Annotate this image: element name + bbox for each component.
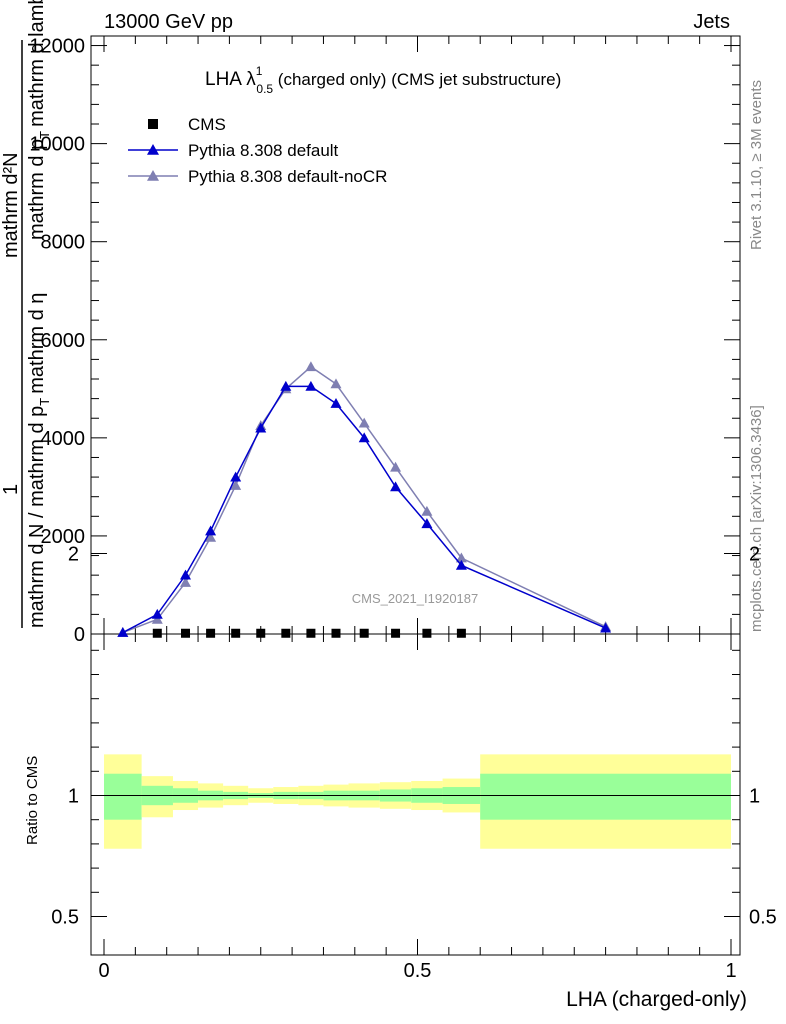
header-left: 13000 GeV pp — [104, 11, 233, 33]
ylabel-den-main: mathrm d N / mathrm d p — [26, 406, 48, 628]
point-pythia-8-308-default-nocr — [390, 461, 402, 472]
title-sup: 1 — [256, 64, 263, 78]
main-axes: 0 2000 4000 6000 8000 10000 12000 — [29, 35, 741, 646]
ylabel-rhs-den-sub: T — [37, 131, 52, 139]
side-text-bottom: mcplots.cern.ch [arXiv:1306.3436] — [748, 405, 765, 632]
point-cms — [231, 628, 241, 638]
point-pythia-8-308-default — [180, 569, 192, 580]
main-y-tick-label: 10000 — [29, 134, 85, 156]
header-right: Jets — [693, 11, 730, 33]
point-pythia-8-308-default — [330, 398, 342, 408]
point-pythia-8-308-default — [255, 422, 267, 433]
point-cms — [331, 628, 341, 638]
point-pythia-8-308-default-nocr — [421, 505, 433, 516]
point-pythia-8-308-default — [455, 559, 467, 570]
ratio-plot-frame — [90, 633, 741, 956]
main-y-tick-label: 2000 — [41, 526, 86, 548]
point-cms — [181, 628, 191, 638]
point-pythia-8-308-default-nocr — [305, 361, 317, 372]
point-pythia-8-308-default-nocr — [455, 552, 467, 563]
point-pythia-8-308-default — [230, 471, 242, 482]
series-line-pythia-8-308-default — [122, 385, 606, 634]
point-pythia-8-308-default — [358, 432, 370, 443]
series-layer — [117, 361, 612, 638]
point-pythia-8-308-default — [600, 622, 612, 633]
ylabel-den-tail: mathrm d η — [26, 293, 48, 394]
ylabel-den: mathrm d N / mathrm d pTmathrm d η — [26, 293, 52, 628]
ratio-y-tick-label: 1 — [68, 786, 79, 808]
x-axis-label: LHA (charged-only) — [566, 988, 747, 1011]
ratio-bands — [91, 754, 740, 849]
legend-label-pythia-8-308-default: Pythia 8.308 default — [188, 141, 339, 160]
main-y-tick-label: 12000 — [29, 36, 85, 58]
side-text-top: Rivet 3.1.10, ≥ 3M events — [748, 80, 765, 250]
ratio-band-inner — [104, 773, 142, 820]
analysis-watermark: CMS_2021_I1920187 — [352, 591, 479, 606]
ratio-y-tick-label-right: 1 — [749, 786, 760, 808]
legend-marker-cms — [148, 119, 158, 129]
point-pythia-8-308-default — [117, 627, 129, 637]
ratio-y-tick-label-right: 0.5 — [749, 907, 777, 929]
legend-marker-pythia-8-308-default-nocr — [147, 170, 159, 181]
legend-marker-pythia-8-308-default — [147, 144, 159, 155]
point-pythia-8-308-default — [205, 525, 217, 536]
ratio-y-tick-label-right: 2 — [749, 544, 760, 566]
point-cms — [206, 628, 216, 638]
ratio-y-tick-label: 2 — [68, 544, 79, 566]
point-pythia-8-308-default-nocr — [358, 417, 370, 428]
point-pythia-8-308-default — [280, 380, 292, 391]
main-y-tick-label: 0 — [74, 624, 85, 646]
point-cms — [281, 628, 291, 638]
ylabel-rhs-num: mathrm d²N — [0, 152, 22, 258]
point-pythia-8-308-default — [421, 518, 433, 529]
ylabel-num: 1 — [0, 484, 22, 495]
legend: CMS Pythia 8.308 default Pythia 8.308 defa… — [128, 115, 387, 186]
point-cms — [256, 628, 266, 638]
x-tick-label: 1 — [725, 960, 736, 982]
series-line-pythia-8-308-default-nocr — [122, 365, 606, 634]
point-cms — [456, 628, 466, 638]
y-axis-label: 1 mathrm d N / mathrm d pTmathrm d η mat… — [0, 0, 52, 628]
ylabel-rhs-den-tail: mathrm d lambda — [26, 0, 48, 127]
chart-title: LHA λ1 0.5 (charged only) (CMS jet substr… — [205, 64, 561, 96]
ylabel-rhs-den-main: mathrm d p — [26, 139, 48, 240]
main-y-tick-label: 6000 — [41, 330, 86, 352]
point-pythia-8-308-default-nocr — [330, 378, 342, 389]
point-pythia-8-308-default-nocr — [230, 479, 242, 490]
x-tick-label: 0 — [98, 960, 109, 982]
point-pythia-8-308-default-nocr — [180, 577, 192, 587]
point-cms — [152, 628, 162, 638]
title-rest: (charged only) (CMS jet substructure) — [273, 70, 561, 89]
point-cms — [422, 628, 432, 638]
point-cms — [306, 628, 316, 638]
point-pythia-8-308-default-nocr — [205, 531, 217, 542]
point-pythia-8-308-default — [390, 481, 402, 492]
ratio-y-tick-label: 0.5 — [51, 907, 79, 929]
point-cms — [391, 628, 401, 638]
main-y-tick-label: 8000 — [41, 232, 86, 254]
point-pythia-8-308-default — [305, 380, 317, 391]
ratio-y-label: Ratio to CMS — [24, 756, 41, 845]
title-main: LHA λ — [205, 69, 256, 90]
x-tick-label: 0.5 — [404, 960, 432, 982]
point-pythia-8-308-default — [151, 608, 163, 619]
legend-label-cms: CMS — [188, 115, 226, 134]
legend-label-pythia-8-308-default-nocr: Pythia 8.308 default-noCR — [188, 167, 387, 186]
point-cms — [359, 628, 369, 638]
ylabel-rhs-den: mathrm d pTmathrm d lambda — [26, 0, 52, 240]
ratio-band-inner — [480, 773, 731, 820]
ylabel-den-sub: T — [37, 398, 52, 406]
main-y-tick-label: 4000 — [41, 428, 86, 450]
ratio-axes: 0.5 0.5 1 1 2 2 0 0.5 1 — [51, 544, 777, 983]
title-sub: 0.5 — [256, 82, 273, 96]
